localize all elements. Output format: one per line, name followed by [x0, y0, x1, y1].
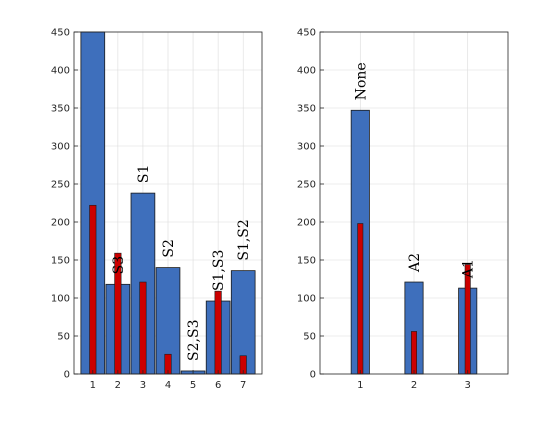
panel-1-y-tick-label: 50	[57, 332, 70, 343]
panel-2-x-tick-label: 3	[465, 380, 471, 391]
panel-2-y-tick-label: 50	[303, 332, 316, 343]
panel-1-bar-annotation: S2	[161, 239, 177, 258]
panel-1-bar-inner-6	[214, 290, 222, 375]
panel-1-x-tick-label: 2	[115, 380, 121, 391]
panel-1-y-tick-label: 400	[51, 66, 70, 77]
panel-2-bar-annotation: A2	[407, 253, 423, 273]
panel-1-x-tick-label: 3	[140, 380, 146, 391]
panel-2-y-tick-label: 400	[297, 66, 316, 77]
panel-1-x-tick-label: 6	[215, 380, 221, 391]
panel-2-y-tick-label: 0	[310, 370, 316, 381]
panel-1-x-tick-label: 7	[240, 380, 246, 391]
panel-2-y-tick-label: 300	[297, 142, 316, 153]
panel-2-y-tick-label: 250	[297, 180, 316, 191]
panel-2-y-tick-label: 150	[297, 256, 316, 267]
panel-1-y-tick-label: 100	[51, 294, 70, 305]
panel-2-x-tick-label: 1	[357, 380, 363, 391]
panel-2-bar-inner-2	[411, 331, 417, 375]
panel-1-x-tick-label: 4	[165, 380, 171, 391]
panel-2-bar-annotation: None	[353, 62, 369, 100]
panel-1-y-tick-label: 350	[51, 104, 70, 115]
panel-1-bar-annotation: S1,S3	[211, 250, 227, 291]
panel-2-bar-inner-1	[357, 223, 364, 375]
panel-1-y-tick-label: 250	[51, 180, 70, 191]
panel-1-y-tick-label: 200	[51, 218, 70, 229]
panel-1-bar-annotation: S3	[111, 256, 127, 275]
panel-1-bar-annotation: S1,S2	[236, 219, 252, 260]
panel-1-bar-annotation: S2,S3	[186, 320, 202, 361]
panel-2-y-tick-label: 100	[297, 294, 316, 305]
panel-1-y-tick-label: 150	[51, 256, 70, 267]
panel-1-bar-annotation: S1	[136, 165, 152, 184]
panel-2-y-tick-label: 450	[297, 28, 316, 39]
panel-1-y-tick-label: 0	[64, 370, 70, 381]
panel-2-x-tick-label: 2	[411, 380, 417, 391]
panel-2-y-tick-label: 200	[297, 218, 316, 229]
panel-1-bar-inner-1	[89, 204, 97, 375]
panel-1-y-tick-label: 300	[51, 142, 70, 153]
panel-1-x-tick-label: 1	[90, 380, 96, 391]
panel-1-y-tick-label: 450	[51, 28, 70, 39]
panel-2-y-tick-label: 350	[297, 104, 316, 115]
panel-2-bar-annotation: A1	[461, 259, 477, 279]
panel-1-x-tick-label: 5	[190, 380, 196, 391]
panel-1-bar-inner-3	[139, 281, 147, 375]
panel-2-bar-inner-3	[464, 264, 471, 375]
